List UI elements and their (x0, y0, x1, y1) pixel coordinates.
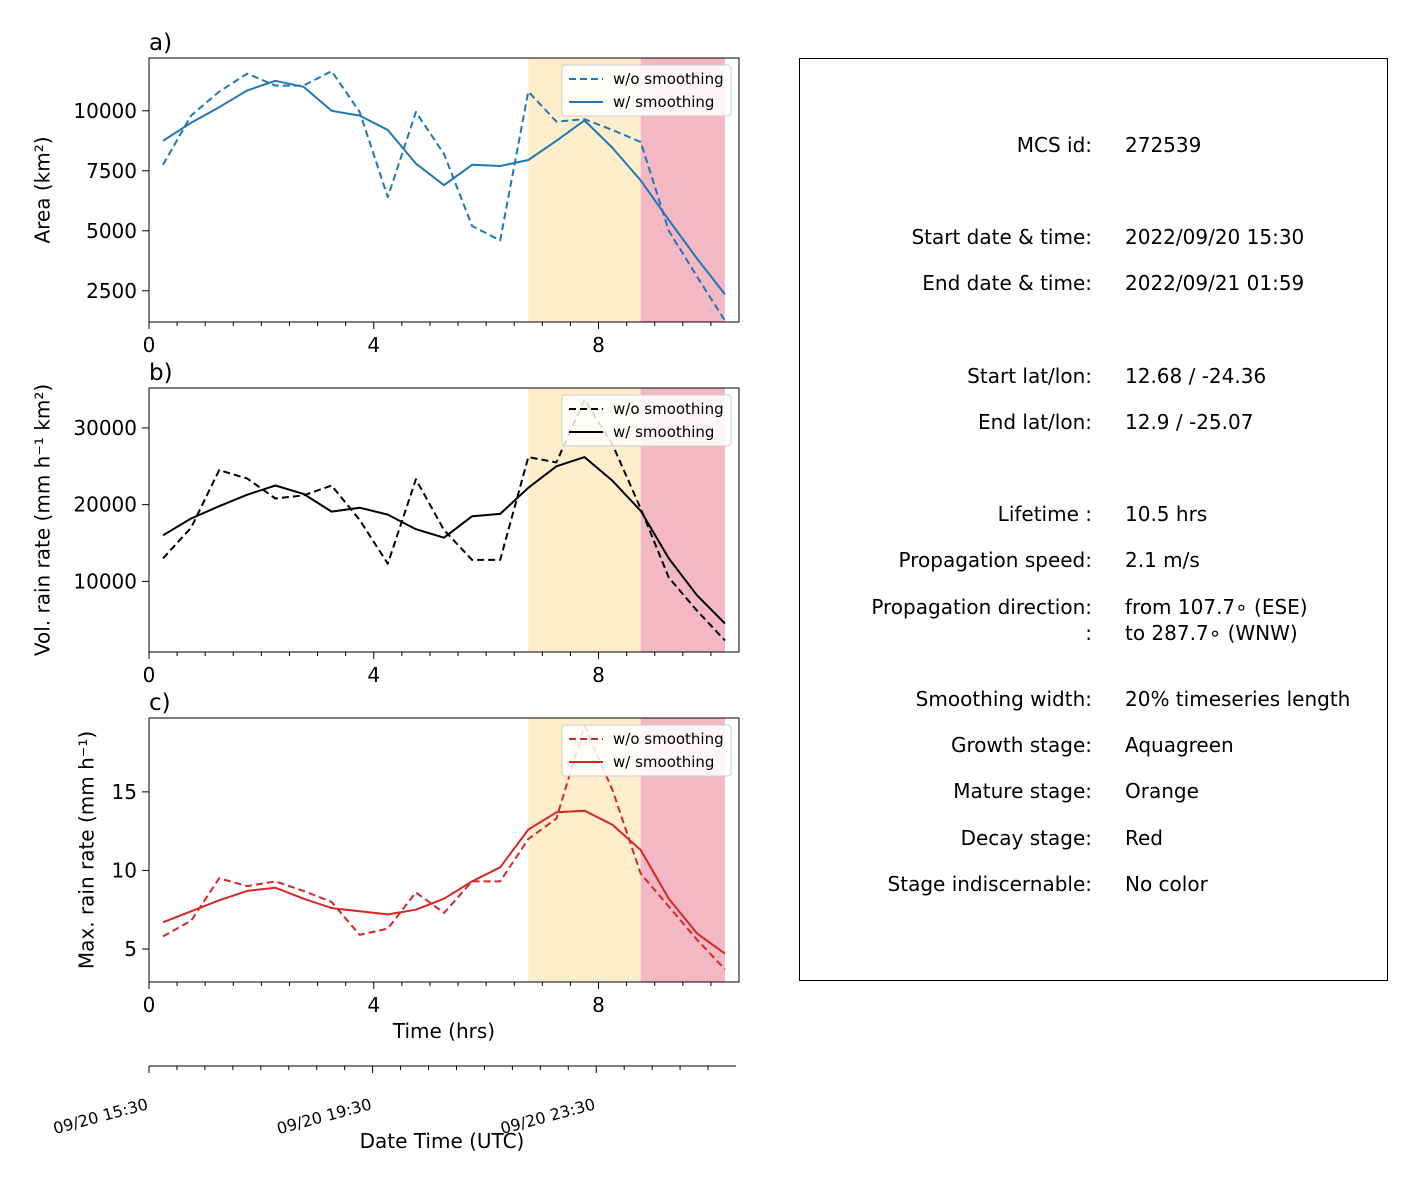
legend-entry: w/ smoothing (613, 423, 714, 441)
x-axis-label: Time (hrs) (392, 1019, 495, 1043)
y-tick-label: 5 (124, 937, 137, 961)
y-tick-label: 10000 (73, 569, 137, 593)
info-label: Smoothing width: (915, 687, 1092, 711)
series-line-smoothed (162, 809, 726, 955)
info-label: Propagation direction: (871, 595, 1092, 619)
info-label: End date & time: (922, 271, 1092, 295)
y-tick-label: 15 (112, 780, 137, 804)
legend-entry: w/ smoothing (613, 753, 714, 771)
info-value: 20% timeseries length (1125, 687, 1351, 711)
info-value: 12.9 / -25.07 (1125, 410, 1254, 434)
panel-label: c) (149, 690, 171, 716)
x-tick-label: 4 (367, 993, 380, 1017)
panel-label: b) (149, 360, 173, 386)
info-label: Start date & time: (911, 225, 1092, 249)
legend-box (561, 64, 732, 117)
legend: w/o smoothing w/ smoothing (561, 64, 732, 117)
info-label: Start lat/lon: (967, 364, 1092, 388)
info-label: Propagation speed: (898, 548, 1092, 572)
chart-panel-1: 0 4 8 2500 5000 7500 10000 a) Area (km²) w/o smoo… (31, 30, 740, 357)
x-tick-label: 0 (143, 993, 156, 1017)
x-tick-label: 8 (592, 333, 605, 357)
y-tick-label: 7500 (86, 159, 137, 183)
legend-entry: w/o smoothing (613, 400, 724, 418)
info-label: Growth stage: (950, 733, 1092, 757)
info-value: Aquagreen (1125, 733, 1234, 757)
legend-box (561, 394, 732, 447)
info-label: MCS id: (1016, 133, 1092, 157)
x-tick-label: 0 (143, 663, 156, 687)
info-value: 272539 (1125, 133, 1202, 157)
info-label: Lifetime : (997, 502, 1092, 526)
chart-panel-3: 0 4 8 5 10 15 c) Max. rain rate (mm h⁻¹) Time (h… (75, 690, 740, 1043)
info-value: No color (1125, 872, 1208, 896)
info-label: End lat/lon: (978, 410, 1092, 434)
axes-frame (148, 717, 740, 983)
x-tick-label: 4 (367, 663, 380, 687)
y-tick-label: 30000 (73, 416, 137, 440)
legend: w/o smoothing w/ smoothing (561, 394, 732, 447)
datetime-axis-label: Date Time (UTC) (360, 1129, 525, 1153)
axes-frame (148, 387, 740, 653)
info-panel: MCS id: 272539 Start date & time: 2022/09/2… (799, 58, 1388, 981)
series-line-smoothed (162, 79, 726, 296)
info-value: from 107.7∘ (ESE) (1125, 595, 1308, 619)
legend-entry: w/o smoothing (613, 730, 724, 748)
info-value: 10.5 hrs (1125, 502, 1208, 526)
y-axis-label: Max. rain rate (mm h⁻¹) (75, 731, 99, 969)
info-label: : (1085, 621, 1092, 645)
legend-entry: w/o smoothing (613, 70, 724, 88)
info-value: to 287.7∘ (WNW) (1125, 621, 1298, 645)
info-value: 2.1 m/s (1125, 548, 1200, 572)
panel-label: a) (149, 30, 172, 56)
info-value: 2022/09/21 01:59 (1125, 271, 1305, 295)
x-tick-label: 8 (592, 663, 605, 687)
y-axis-label: Vol. rain rate (mm h⁻¹ km²) (31, 384, 55, 656)
legend: w/o smoothing w/ smoothing (561, 724, 732, 777)
series-line-raw (162, 724, 726, 971)
chart-panel-2: 0 4 8 10000 20000 30000 b) Vol. rain rate (mm h… (31, 360, 740, 687)
y-tick-label: 2500 (86, 279, 137, 303)
legend-entry: w/ smoothing (613, 93, 714, 111)
x-tick-label: 0 (143, 333, 156, 357)
info-label: Mature stage: (953, 779, 1092, 803)
y-axis-label: Area (km²) (31, 136, 55, 243)
series-line-smoothed (162, 456, 726, 625)
legend-box (561, 724, 732, 777)
y-tick-label: 5000 (86, 219, 137, 243)
x-tick-label: 4 (367, 333, 380, 357)
info-value: 2022/09/20 15:30 (1125, 225, 1305, 249)
info-label: Stage indiscernable: (887, 872, 1092, 896)
info-label: Decay stage: (960, 826, 1092, 850)
axes-frame (148, 57, 740, 323)
info-value: Red (1125, 826, 1163, 850)
series-line-raw (162, 70, 726, 322)
info-value: 12.68 / -24.36 (1125, 364, 1267, 388)
x-tick-label: 8 (592, 993, 605, 1017)
datetime-tick-label: 09/20 15:30 (51, 1095, 150, 1139)
y-tick-label: 20000 (73, 493, 137, 517)
info-value: Orange (1125, 779, 1199, 803)
y-tick-label: 10000 (73, 99, 137, 123)
y-tick-label: 10 (112, 858, 137, 882)
series-line-raw (162, 398, 726, 642)
